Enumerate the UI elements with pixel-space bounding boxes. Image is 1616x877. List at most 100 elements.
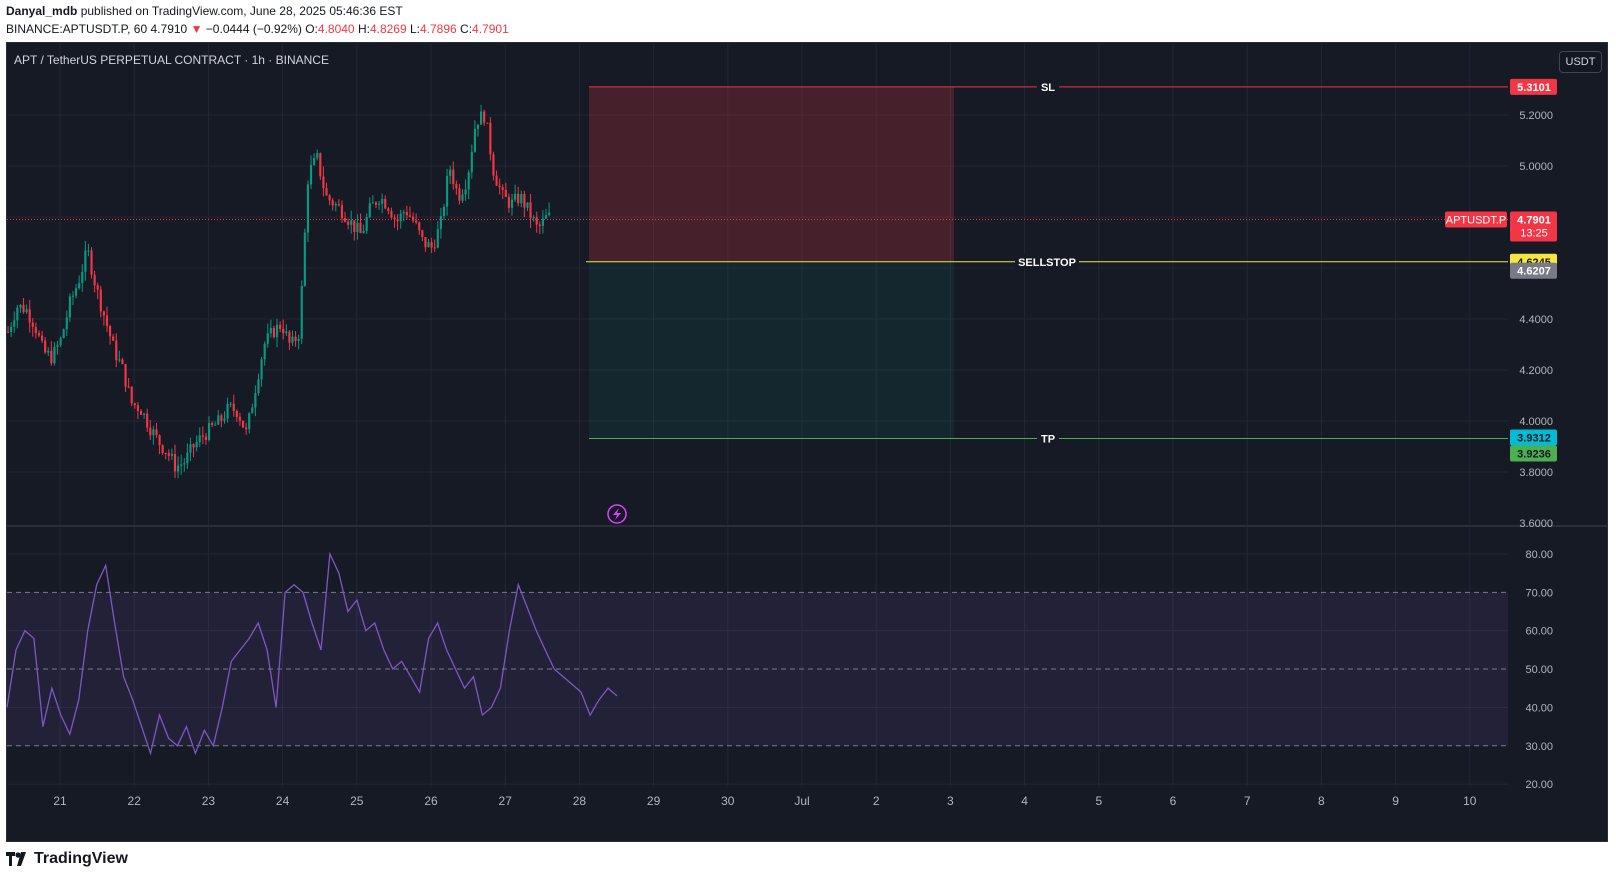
brand-name: TradingView xyxy=(34,850,128,867)
candle-body xyxy=(84,250,87,272)
low-value: 4.7896 xyxy=(420,22,457,36)
sl-label: SL xyxy=(1041,82,1055,94)
rsi-line xyxy=(6,551,618,756)
candle-body xyxy=(275,324,279,338)
candle-body xyxy=(87,250,90,252)
tp-label: TP xyxy=(1041,434,1055,446)
candle-body xyxy=(331,200,334,206)
candle-body xyxy=(282,328,285,334)
candle-body xyxy=(538,224,541,226)
candle-body xyxy=(306,184,310,233)
candle-body xyxy=(390,210,393,218)
x-tick-label: 2 xyxy=(873,794,880,808)
candle-body xyxy=(214,424,217,426)
candle-body xyxy=(53,346,56,364)
x-tick-label: 21 xyxy=(53,794,67,808)
candle-body xyxy=(368,203,371,218)
candle-body xyxy=(115,340,118,361)
candle-body xyxy=(347,221,350,225)
currency-button[interactable]: USDT xyxy=(1559,51,1602,73)
candle-body xyxy=(480,111,483,125)
candle-body xyxy=(124,364,127,387)
candle-body xyxy=(418,222,421,231)
rsi-tick-label: 40.00 xyxy=(1525,702,1553,714)
candle-body xyxy=(68,296,71,318)
price-tag-4-6207-bg xyxy=(1510,262,1557,279)
rsi-tick-label: 20.00 xyxy=(1525,779,1553,791)
candle-body xyxy=(526,202,529,208)
rsi-tick-label: 50.00 xyxy=(1525,664,1553,676)
chart-panel[interactable] xyxy=(6,42,1608,842)
author-name[interactable]: Danyal_mdb xyxy=(6,4,78,18)
candle-body xyxy=(47,350,50,353)
candle-body xyxy=(411,216,415,221)
candle-body xyxy=(139,410,143,415)
candle-body xyxy=(353,220,356,232)
candle-body xyxy=(498,185,501,188)
candle-body xyxy=(251,407,254,414)
candle-body xyxy=(322,176,325,189)
candle-body xyxy=(269,327,272,334)
candle-body xyxy=(81,271,84,284)
candle-body xyxy=(161,445,164,453)
candle-body xyxy=(207,422,211,441)
chart-legend[interactable]: APT / TetherUS PERPETUAL CONTRACT · 1h ·… xyxy=(14,53,329,67)
candle-body xyxy=(405,212,408,216)
candle-body xyxy=(155,429,158,436)
candle-body xyxy=(16,307,19,321)
candle-body xyxy=(495,175,498,186)
candle-body xyxy=(408,215,412,217)
down-arrow-icon: ▼ xyxy=(190,22,203,36)
candle-body xyxy=(74,288,78,296)
rsi-tick-label: 60.00 xyxy=(1525,626,1553,638)
candle-body xyxy=(149,427,152,436)
high-value: 4.8269 xyxy=(369,22,407,36)
candle-body xyxy=(470,151,473,173)
candle-body xyxy=(71,295,75,297)
candle-body xyxy=(118,359,121,361)
footer-brand[interactable]: TradingView xyxy=(6,850,128,868)
candle-body xyxy=(105,315,109,326)
candle-body xyxy=(238,416,242,421)
candle-body xyxy=(223,418,226,421)
x-tick-label: 30 xyxy=(721,794,735,808)
candle-body xyxy=(50,350,53,364)
candle-body xyxy=(467,172,470,190)
candle-body xyxy=(158,435,161,446)
price-tick-label: 4.2000 xyxy=(1519,365,1553,377)
candle-body xyxy=(430,242,433,248)
price-tick-label: 5.2000 xyxy=(1519,110,1553,122)
candle-body xyxy=(415,220,418,223)
countdown-label: 13:25 xyxy=(1520,228,1548,240)
price-tick-label: 3.8000 xyxy=(1519,467,1553,479)
candle-body xyxy=(313,157,316,165)
candle-body xyxy=(340,205,344,219)
candle-body xyxy=(241,420,245,428)
candle-body xyxy=(260,359,263,380)
last-price-tag-bg xyxy=(1510,211,1557,242)
candle-body xyxy=(337,204,340,206)
candle-body xyxy=(436,229,439,248)
candle-body xyxy=(93,274,96,286)
candle-body xyxy=(507,196,510,208)
candle-body xyxy=(19,304,22,308)
candle-body xyxy=(442,206,446,217)
price-tag-4-6207: 4.6207 xyxy=(1517,266,1551,278)
candle-body xyxy=(297,338,300,341)
x-tick-label: 8 xyxy=(1318,794,1325,808)
candle-body xyxy=(362,230,365,233)
sl-price-tag: 5.3101 xyxy=(1517,82,1551,94)
candle-body xyxy=(427,242,430,248)
candle-body xyxy=(146,413,149,428)
candle-body xyxy=(232,403,235,411)
candle-body xyxy=(548,212,551,216)
open-label: O: xyxy=(305,22,318,36)
candle-body xyxy=(384,198,387,209)
candle-body xyxy=(458,188,461,201)
candle-body xyxy=(464,189,467,195)
change: −0.0444 (−0.92%) xyxy=(205,22,302,36)
candle-body xyxy=(192,444,195,448)
candle-body xyxy=(136,405,139,411)
candle-body xyxy=(28,309,31,323)
